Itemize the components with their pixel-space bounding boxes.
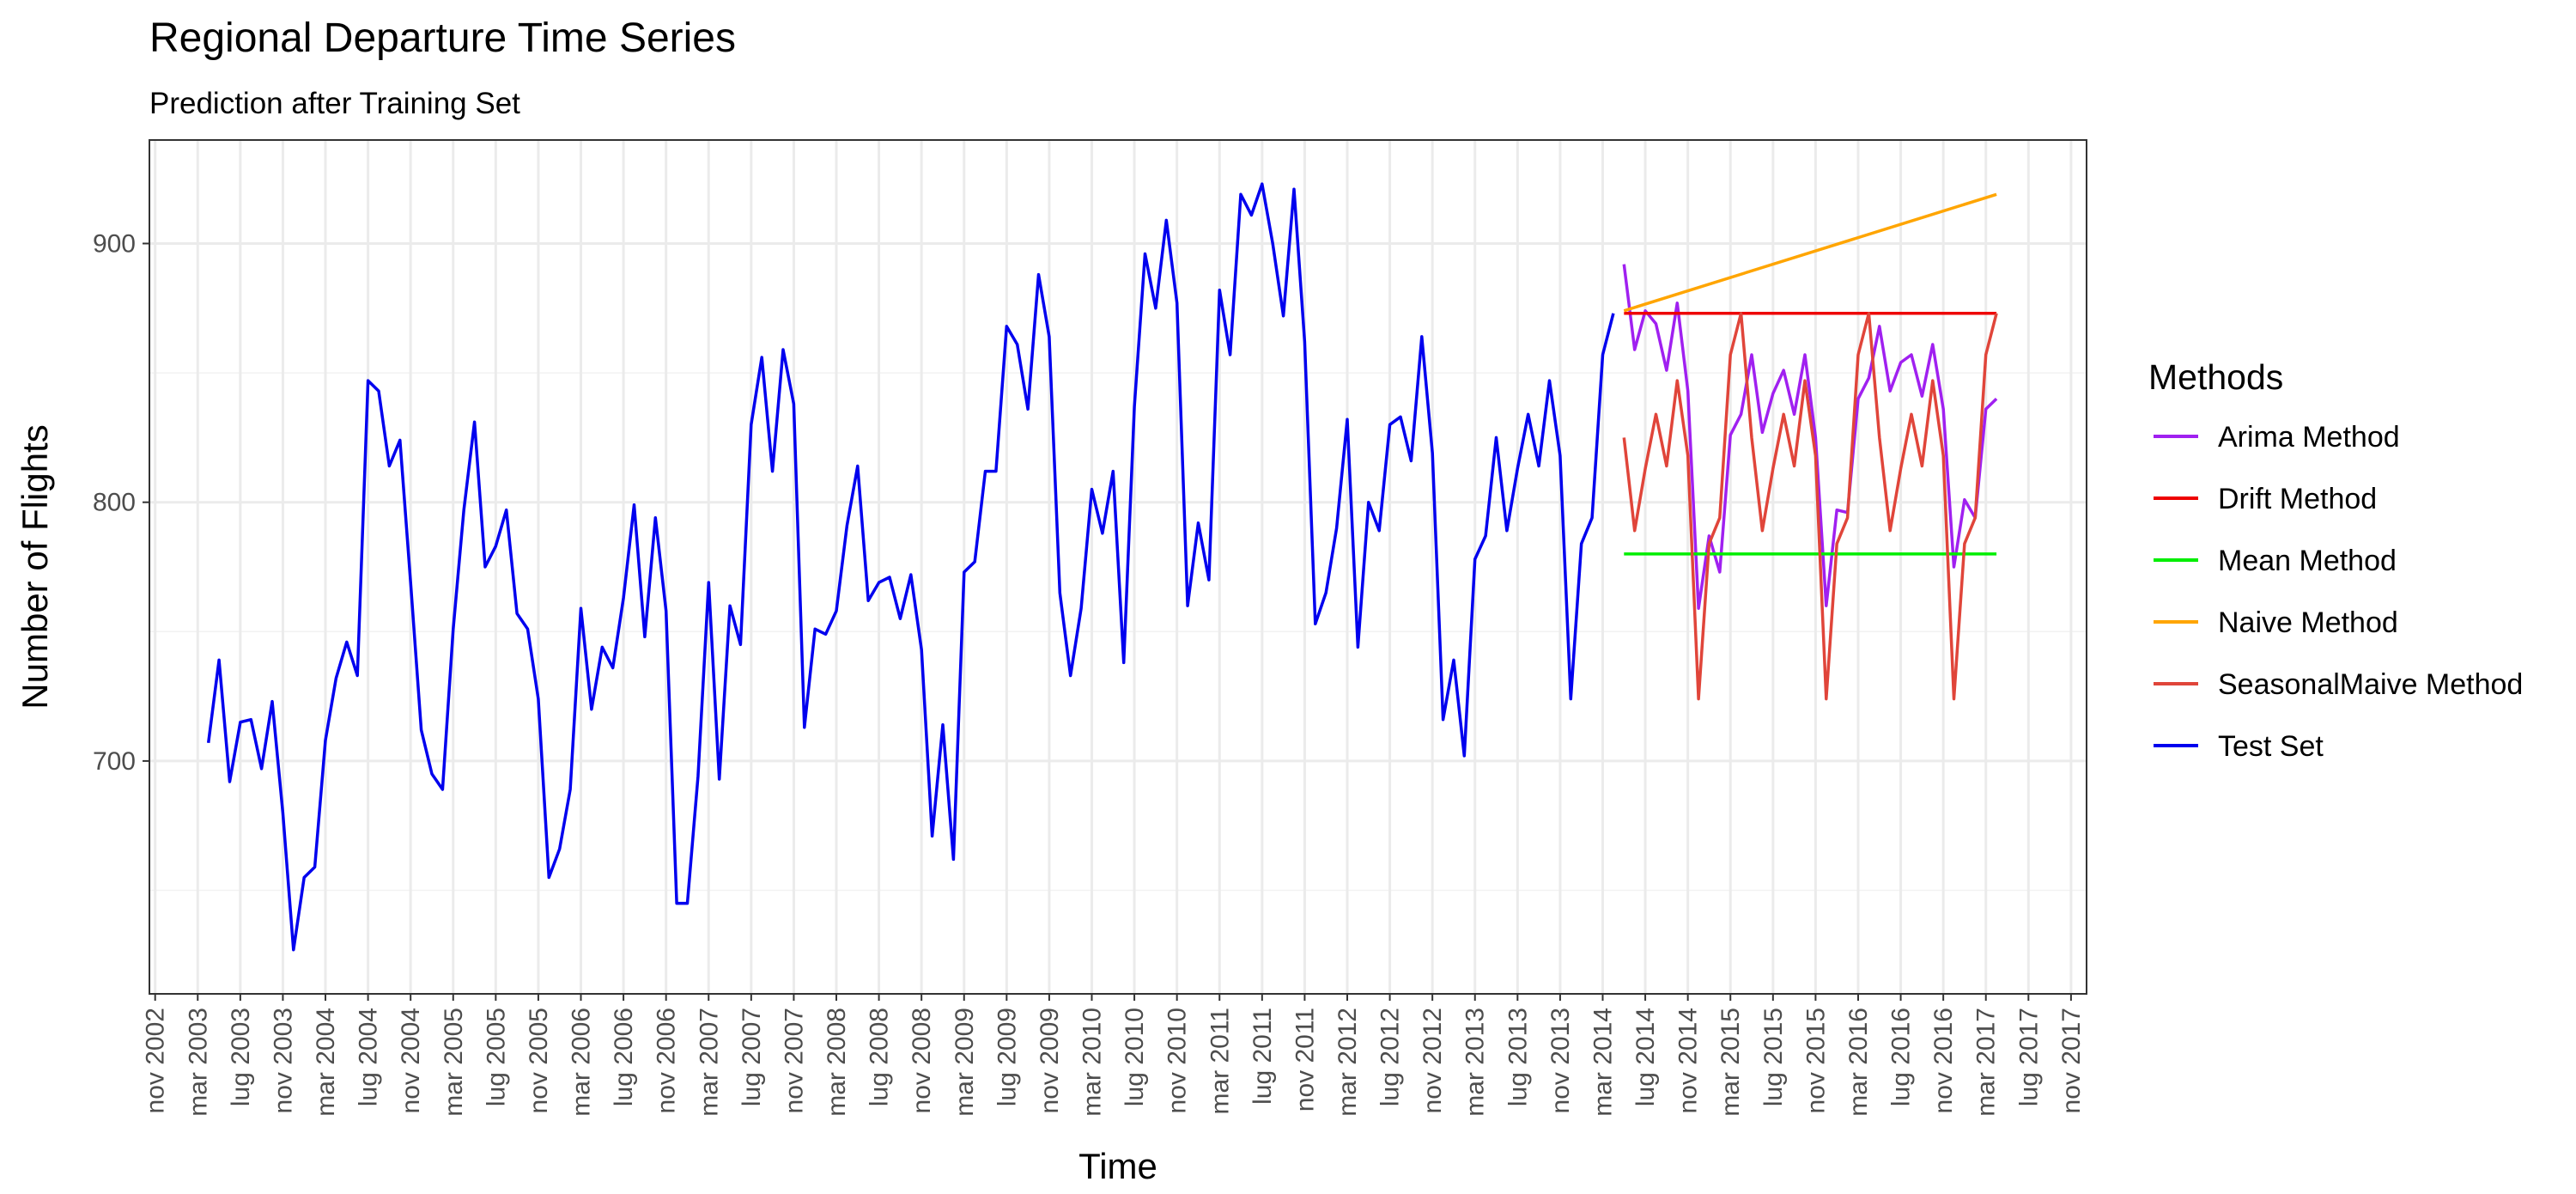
x-tick-label: nov 2017 — [2057, 1008, 2086, 1113]
legend-label-test-set: Test Set — [2218, 730, 2324, 763]
x-tick-label: lug 2004 — [355, 1008, 383, 1106]
axes: 700 800 900 nov 2002 mar 2003 lug 2003 nov 200… — [93, 229, 2086, 1116]
x-tick-label: nov 2010 — [1163, 1008, 1192, 1113]
x-tick-label: mar 2013 — [1461, 1008, 1490, 1117]
x-tick-label: nov 2016 — [1929, 1008, 1958, 1113]
x-tick-label: mar 2003 — [184, 1008, 212, 1117]
legend-label-mean-method: Mean Method — [2218, 545, 2397, 577]
x-axis-title: Time — [1078, 1146, 1157, 1186]
series-line-test-set — [206, 182, 1615, 952]
x-tick-label: mar 2016 — [1844, 1008, 1873, 1117]
x-tick-label: nov 2003 — [269, 1008, 297, 1113]
x-tick-label: nov 2012 — [1419, 1008, 1447, 1113]
legend-label-seasonalmaive-method: SeasonalMaive Method — [2218, 668, 2523, 701]
x-tick-label: mar 2008 — [823, 1008, 851, 1117]
series-line-arima-method — [1622, 264, 1998, 610]
x-tick-label: mar 2009 — [951, 1008, 979, 1117]
x-tick-label: mar 2010 — [1078, 1008, 1107, 1117]
x-tick-label: mar 2005 — [440, 1008, 468, 1117]
x-tick-label: lug 2008 — [866, 1008, 894, 1106]
x-tick-label: lug 2006 — [610, 1008, 638, 1106]
legend: Methods Arima Method Drift Method Mean Met… — [2148, 357, 2523, 763]
x-tick-label: nov 2008 — [908, 1008, 936, 1113]
x-tick-label: nov 2002 — [142, 1008, 170, 1113]
x-tick-label: lug 2010 — [1121, 1008, 1149, 1106]
y-tick-label: 800 — [93, 489, 136, 517]
y-axis-title: Number of Flights — [15, 424, 55, 709]
legend-label-arima-method: Arima Method — [2218, 421, 2400, 454]
y-tick-label: 700 — [93, 747, 136, 776]
x-tick-label: lug 2014 — [1631, 1008, 1660, 1106]
x-tick-label: mar 2015 — [1716, 1008, 1745, 1117]
plot-border — [149, 139, 2087, 995]
series-line-seasonalmaive-method — [1622, 312, 1998, 701]
x-tick-label: nov 2007 — [780, 1008, 808, 1113]
legend-label-drift-method: Drift Method — [2218, 483, 2377, 515]
x-tick-label: lug 2012 — [1376, 1008, 1405, 1106]
x-tick-label: mar 2012 — [1334, 1008, 1362, 1117]
chart-title: Regional Departure Time Series — [149, 15, 736, 61]
x-tick-label: nov 2015 — [1801, 1008, 1830, 1113]
chart-subtitle: Prediction after Training Set — [149, 87, 520, 120]
x-tick-label: lug 2009 — [993, 1008, 1021, 1106]
x-tick-label: lug 2017 — [2014, 1008, 2043, 1106]
x-tick-label: nov 2013 — [1546, 1008, 1575, 1113]
x-tick-label: nov 2009 — [1036, 1008, 1064, 1113]
x-tick-label: lug 2007 — [738, 1008, 766, 1106]
x-tick-label: mar 2004 — [312, 1008, 340, 1117]
x-tick-label: mar 2017 — [1972, 1008, 2001, 1117]
series-lines — [206, 182, 1998, 952]
x-tick-label: lug 2016 — [1887, 1008, 1916, 1106]
x-tick-label: lug 2013 — [1504, 1008, 1532, 1106]
y-tick-label: 900 — [93, 229, 136, 258]
x-tick-label: mar 2014 — [1589, 1008, 1617, 1117]
x-tick-label: nov 2006 — [653, 1008, 681, 1113]
x-tick-label: lug 2003 — [227, 1008, 255, 1106]
x-tick-label: nov 2004 — [397, 1008, 425, 1113]
x-tick-label: mar 2011 — [1206, 1008, 1234, 1115]
series-line-naive-method — [1623, 192, 1997, 313]
legend-title: Methods — [2148, 357, 2283, 397]
x-tick-label: lug 2011 — [1249, 1008, 1277, 1105]
x-tick-label: nov 2005 — [525, 1008, 553, 1113]
x-tick-label: nov 2011 — [1291, 1008, 1319, 1112]
x-tick-label: nov 2014 — [1674, 1008, 1703, 1113]
x-tick-label: lug 2015 — [1759, 1008, 1788, 1106]
legend-label-naive-method: Naive Method — [2218, 606, 2398, 639]
x-tick-label: lug 2005 — [482, 1008, 510, 1106]
x-tick-label: mar 2007 — [695, 1008, 723, 1117]
x-tick-label: mar 2006 — [568, 1008, 596, 1117]
